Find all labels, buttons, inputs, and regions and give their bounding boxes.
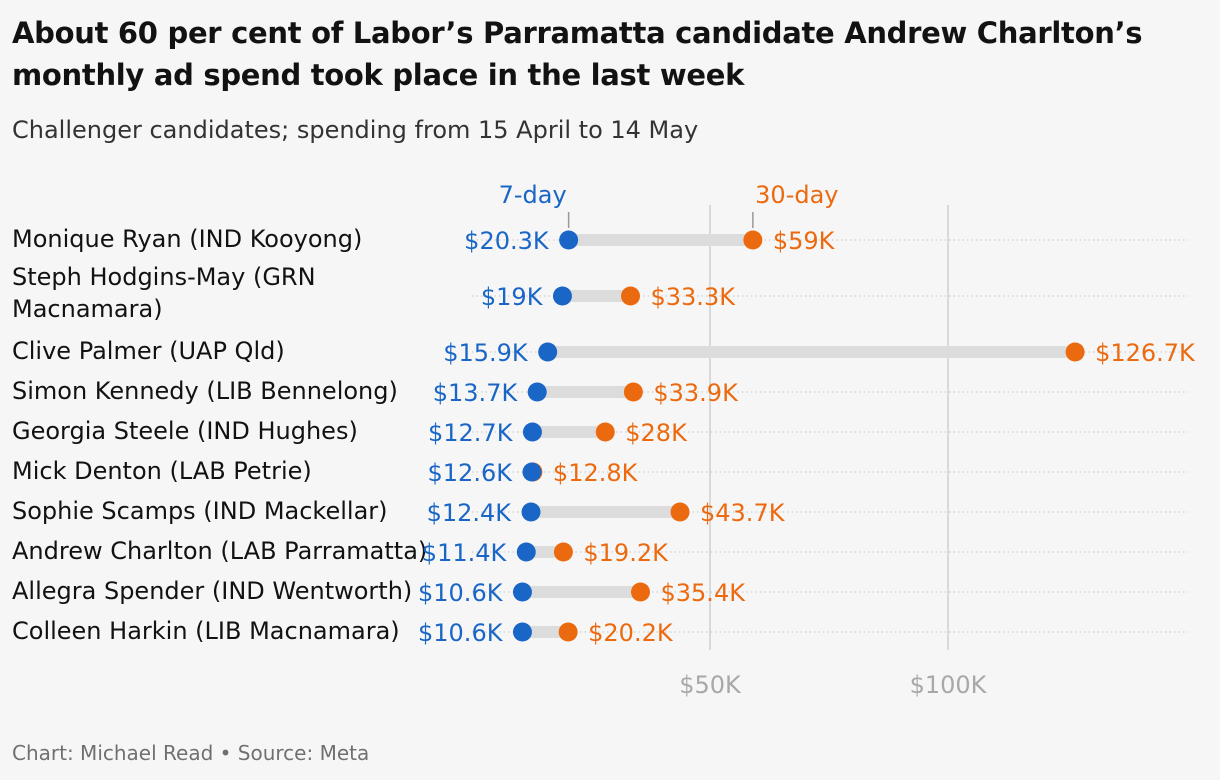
dot-7-day — [538, 342, 558, 362]
dot-7-day — [559, 230, 579, 250]
legend-30-day: 30-day — [755, 181, 838, 209]
row-label: Monique Ryan (IND Kooyong) — [12, 225, 362, 253]
dot-30-day — [1065, 342, 1085, 362]
chart-title: About 60 per cent of Labor’s Parramatta … — [12, 16, 1143, 92]
dot-7-day — [527, 382, 547, 402]
value-label-30-day: $20.2K — [588, 619, 674, 647]
dot-plot: $50K $100K Monique Ryan (IND Kooyong) $20.3… — [12, 181, 1196, 699]
row-label: Steph Hodgins-May (GRN — [12, 263, 316, 291]
x-tick-label: $100K — [910, 671, 988, 699]
dot-7-day — [512, 622, 532, 642]
value-label-7-day: $10.6K — [418, 579, 504, 607]
chart-subtitle: Challenger candidates; spending from 15 … — [12, 116, 699, 144]
value-label-7-day: $12.7K — [428, 419, 514, 447]
value-label-7-day: $12.6K — [428, 459, 514, 487]
dot-7-day — [521, 502, 541, 522]
value-label-7-day: $13.7K — [433, 379, 519, 407]
value-label-7-day: $10.6K — [418, 619, 504, 647]
row-label: Allegra Spender (IND Wentworth) — [12, 577, 412, 605]
dot-30-day — [743, 230, 763, 250]
value-label-7-day: $15.9K — [443, 339, 529, 367]
x-tick-label: $50K — [679, 671, 742, 699]
value-label-7-day: $12.4K — [427, 499, 513, 527]
dot-30-day — [623, 382, 643, 402]
value-label-30-day: $43.7K — [700, 499, 786, 527]
dot-7-day — [512, 582, 532, 602]
row-label: Andrew Charlton (LAB Parramatta) — [12, 537, 427, 565]
row-label: Mick Denton (LAB Petrie) — [12, 457, 312, 485]
dot-7-day — [522, 462, 542, 482]
source-footer: Chart: Michael Read • Source: Meta — [12, 741, 370, 765]
dot-30-day — [670, 502, 690, 522]
value-label-30-day: $59K — [773, 227, 836, 255]
row-label: Georgia Steele (IND Hughes) — [12, 417, 358, 445]
value-label-7-day: $20.3K — [464, 227, 550, 255]
dot-7-day — [516, 542, 536, 562]
value-label-7-day: $19K — [481, 283, 544, 311]
dot-30-day — [631, 582, 651, 602]
row-label: Macnamara) — [12, 295, 163, 323]
value-label-30-day: $126.7K — [1095, 339, 1196, 367]
value-label-30-day: $19.2K — [583, 539, 669, 567]
row-label: Simon Kennedy (LIB Bennelong) — [12, 377, 398, 405]
value-label-30-day: $33.3K — [651, 283, 737, 311]
dot-30-day — [595, 422, 615, 442]
dot-7-day — [522, 422, 542, 442]
dot-30-day — [621, 286, 641, 306]
row-label: Clive Palmer (UAP Qld) — [12, 337, 285, 365]
value-label-7-day: $11.4K — [422, 539, 508, 567]
legend-7-day: 7-day — [499, 181, 567, 209]
row-label: Colleen Harkin (LIB Macnamara) — [12, 617, 400, 645]
value-label-30-day: $35.4K — [661, 579, 747, 607]
value-label-30-day: $12.8K — [553, 459, 639, 487]
dot-30-day — [558, 622, 578, 642]
value-label-30-day: $33.9K — [653, 379, 739, 407]
row-label: Sophie Scamps (IND Mackellar) — [12, 497, 388, 525]
dot-7-day — [552, 286, 572, 306]
value-label-30-day: $28K — [625, 419, 688, 447]
dot-30-day — [553, 542, 573, 562]
